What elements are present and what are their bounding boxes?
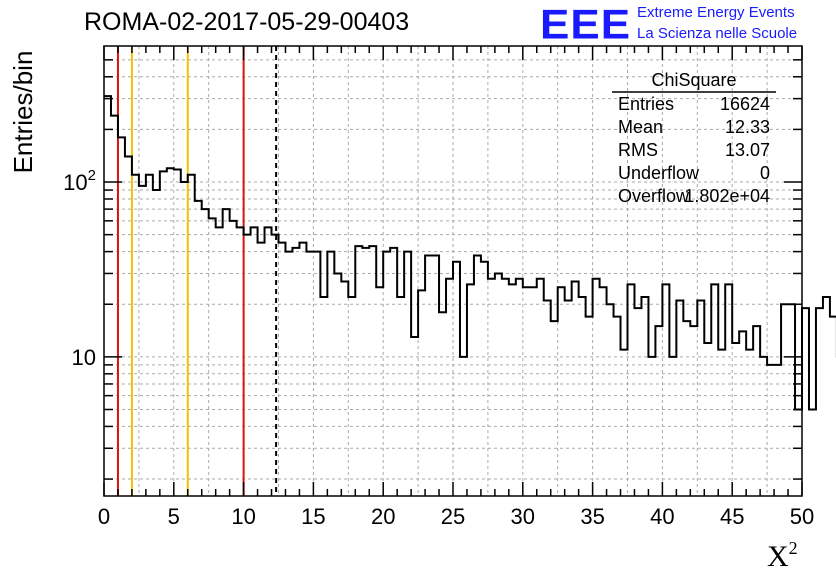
marker-lines <box>116 46 278 496</box>
stats-title: ChiSquare <box>651 70 736 90</box>
y-tick-label-exp: 2 <box>88 167 96 184</box>
eee-logo-line2: La Scienza nelle Scuole <box>637 25 798 42</box>
x-tick-label: 5 <box>168 504 180 529</box>
stats-value: 13.07 <box>725 140 770 160</box>
x-tick-label: 25 <box>441 504 465 529</box>
x-tick-label: 20 <box>371 504 395 529</box>
stats-value: 0 <box>760 163 770 183</box>
axis-ticks <box>103 46 803 496</box>
eee-logo-line1: Extreme Energy Events <box>637 4 795 21</box>
stats-box: ChiSquare Entries 16624 Mean 12.33 RMS 13.07 U… <box>612 70 776 206</box>
x-tick-label: 35 <box>580 504 604 529</box>
stats-value: 1.802e+04 <box>684 186 770 206</box>
stats-value: 12.33 <box>725 117 770 137</box>
x-tick-label: 30 <box>511 504 535 529</box>
chart-title: ROMA-02-2017-05-29-00403 <box>84 8 410 36</box>
x-tick-label: 50 <box>790 504 814 529</box>
stats-value: 16624 <box>720 94 770 114</box>
y-tick-label: 102 <box>63 167 96 195</box>
stats-rows: Entries 16624 Mean 12.33 RMS 13.07 Underflow 0 O… <box>618 94 770 206</box>
x-tick-label: 0 <box>98 504 110 529</box>
stats-label: Overflow <box>618 186 690 206</box>
x-axis-label-base: X <box>767 540 789 572</box>
x-tick-labels: 0 5 10 15 20 25 30 35 40 45 50 <box>98 504 814 529</box>
x-tick-label: 45 <box>720 504 744 529</box>
y-tick-label-base: 10 <box>63 170 87 195</box>
y-tick-label: 10 <box>72 345 96 370</box>
stats-label: Entries <box>618 94 674 114</box>
histogram-line <box>104 95 836 411</box>
x-tick-label: 10 <box>231 504 255 529</box>
x-tick-label: 40 <box>650 504 674 529</box>
stats-label: RMS <box>618 140 658 160</box>
eee-logo: EEE <box>540 1 632 48</box>
y-tick-label-base: 10 <box>72 345 96 370</box>
stats-label: Underflow <box>618 163 700 183</box>
x-axis-label: X2 <box>767 538 798 572</box>
x-axis-label-exp: 2 <box>789 538 798 558</box>
grid-lines <box>104 46 802 496</box>
y-axis-label: Entries/bin <box>8 51 38 174</box>
x-tick-label: 15 <box>301 504 325 529</box>
stats-label: Mean <box>618 117 663 137</box>
